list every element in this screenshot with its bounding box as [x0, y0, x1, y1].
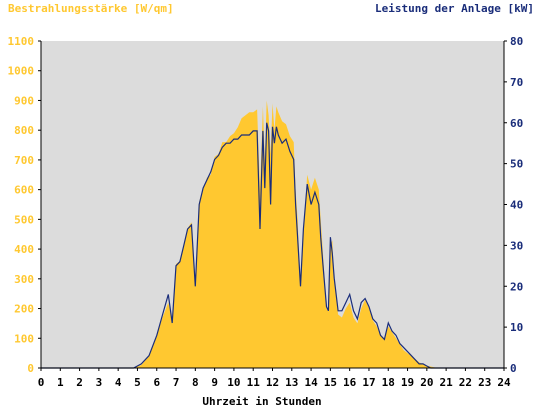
y-right-tick-group: 0 10 20 30 40 50 60 70 80	[504, 35, 523, 375]
y-right-tick-label: 30	[510, 239, 523, 252]
y-left-tick-label: 400	[14, 243, 34, 256]
irradiance-area-group	[41, 100, 504, 368]
x-tick-label: 3	[96, 376, 103, 389]
x-tick-label: 19	[401, 376, 414, 389]
right-axis-title: Leistung der Anlage [kW]	[375, 2, 534, 15]
x-tick-label: 24	[497, 376, 511, 389]
x-tick-label: 17	[362, 376, 375, 389]
y-right-tick-label: 10	[510, 321, 523, 334]
x-tick-label: 10	[227, 376, 240, 389]
y-left-tick-label: 1000	[8, 65, 35, 78]
x-tick-label: 7	[173, 376, 180, 389]
y-right-tick-label: 20	[510, 280, 523, 293]
x-tick-label: 23	[478, 376, 491, 389]
x-tick-label: 15	[324, 376, 337, 389]
x-tick-label: 11	[247, 376, 261, 389]
x-axis-title: Uhrzeit in Stunden	[202, 395, 321, 408]
y-right-tick-label: 40	[510, 199, 523, 212]
x-tick-label: 4	[115, 376, 122, 389]
x-tick-label: 5	[134, 376, 141, 389]
x-tick-label: 21	[440, 376, 454, 389]
y-left-tick-label: 200	[14, 303, 34, 316]
x-tick-label: 12	[266, 376, 279, 389]
y-left-tick-label: 600	[14, 184, 34, 197]
y-left-tick-label: 700	[14, 154, 34, 167]
x-tick-label: 16	[343, 376, 357, 389]
x-tick-label: 6	[153, 376, 160, 389]
left-axis-title: Bestrahlungsstärke [W/qm]	[8, 2, 174, 15]
y-right-tick-label: 0	[510, 362, 517, 375]
x-tick-label: 14	[304, 376, 318, 389]
power-line	[41, 122, 504, 369]
x-tick-label: 2	[76, 376, 83, 389]
x-tick-group: 0 1 2 3 4 5 6 7 8 9 10 11 12 13 14 15 16 17 18 19 20 21 22 23 24	[38, 368, 511, 389]
x-tick-label: 9	[211, 376, 218, 389]
y-right-tick-label: 60	[510, 117, 523, 130]
x-tick-label: 13	[285, 376, 298, 389]
y-left-tick-label: 500	[14, 213, 34, 226]
y-left-tick-label: 900	[14, 94, 34, 107]
y-right-tick-label: 80	[510, 35, 523, 48]
y-left-tick-label: 0	[27, 362, 34, 375]
y-left-tick-label: 300	[14, 273, 34, 286]
x-tick-label: 1	[57, 376, 64, 389]
x-tick-label: 22	[459, 376, 472, 389]
x-tick-label: 8	[192, 376, 199, 389]
y-right-tick-label: 70	[510, 76, 523, 89]
y-right-tick-label: 50	[510, 158, 523, 171]
y-left-tick-group: 0 100 200 300 400 500 600 700 800 900 1000 1100	[8, 35, 41, 375]
y-left-tick-label: 1100	[8, 35, 35, 48]
y-left-tick-label: 100	[14, 332, 34, 345]
irradiance-area	[41, 100, 504, 368]
x-tick-label: 18	[382, 376, 395, 389]
x-tick-label: 0	[38, 376, 45, 389]
y-left-tick-label: 800	[14, 124, 34, 137]
power-line-group	[41, 122, 504, 369]
x-tick-label: 20	[420, 376, 433, 389]
